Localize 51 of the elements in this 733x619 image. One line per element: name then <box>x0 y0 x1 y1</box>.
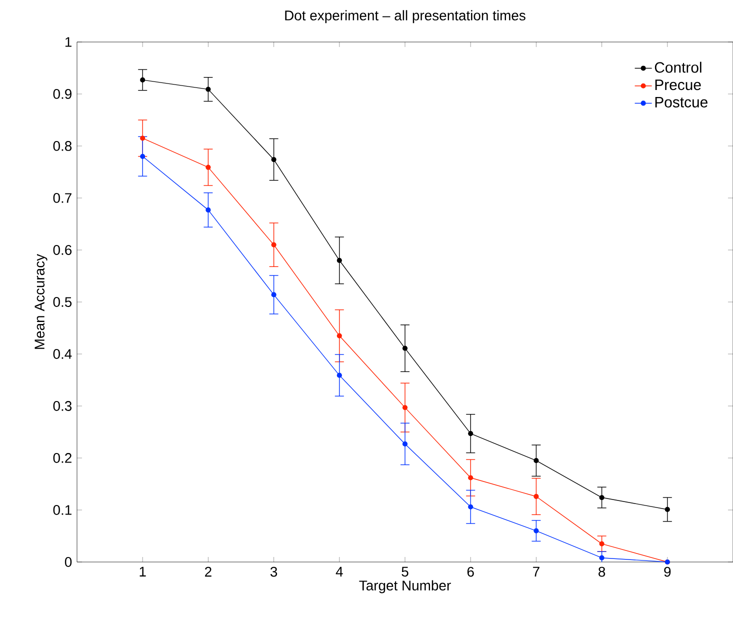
point <box>140 154 146 159</box>
point <box>599 555 604 560</box>
y-tick-label: 0.8 <box>53 141 72 151</box>
y-tick-label: 0.4 <box>53 349 72 359</box>
x-tick-label: 4 <box>336 566 343 576</box>
x-axis-title: Target Number <box>359 580 451 594</box>
x-tick-label: 8 <box>598 566 606 577</box>
point <box>140 136 146 141</box>
point <box>599 494 604 500</box>
point <box>206 207 211 213</box>
point <box>336 333 342 338</box>
point <box>664 506 670 512</box>
x-tick-label: 3 <box>270 566 278 577</box>
y-tick-label: 1 <box>65 37 72 47</box>
point <box>336 372 342 378</box>
chart-title: Dot experiment – all presentation times <box>285 10 526 24</box>
legend-label: Precue <box>655 80 701 90</box>
point <box>534 528 539 534</box>
point <box>206 164 211 170</box>
point <box>599 541 604 546</box>
point <box>271 292 276 298</box>
x-tick-label: 9 <box>664 566 671 577</box>
point <box>534 494 539 500</box>
x-tick-label: 7 <box>533 566 540 576</box>
point <box>271 242 276 248</box>
y-tick-label: 0.3 <box>53 401 72 411</box>
y-tick-label: 0.6 <box>53 245 72 255</box>
x-tick-label: 6 <box>467 566 474 577</box>
y-tick-label: 0.9 <box>53 89 72 99</box>
point <box>468 431 474 436</box>
y-tick-label: 0.7 <box>53 193 72 203</box>
point <box>468 475 474 480</box>
point <box>402 405 408 410</box>
x-tick-label: 5 <box>402 566 408 577</box>
y-axis-title: Mean Accuracy <box>34 254 48 349</box>
point <box>534 458 539 464</box>
y-tick-label: 0.1 <box>53 505 72 515</box>
x-tick-label: 1 <box>140 566 146 576</box>
y-tick-label: 0.5 <box>53 297 72 307</box>
point <box>206 86 211 92</box>
point <box>336 258 342 263</box>
legend-label: Postcue <box>655 97 708 108</box>
x-tick-label: 2 <box>205 566 212 577</box>
point <box>271 156 276 162</box>
point <box>402 346 408 351</box>
y-tick-label: 0 <box>64 557 72 567</box>
y-tick-label: 0.2 <box>53 453 72 463</box>
legend-label: Control <box>654 62 702 73</box>
point <box>140 77 146 82</box>
point <box>468 504 474 510</box>
point <box>402 441 408 447</box>
